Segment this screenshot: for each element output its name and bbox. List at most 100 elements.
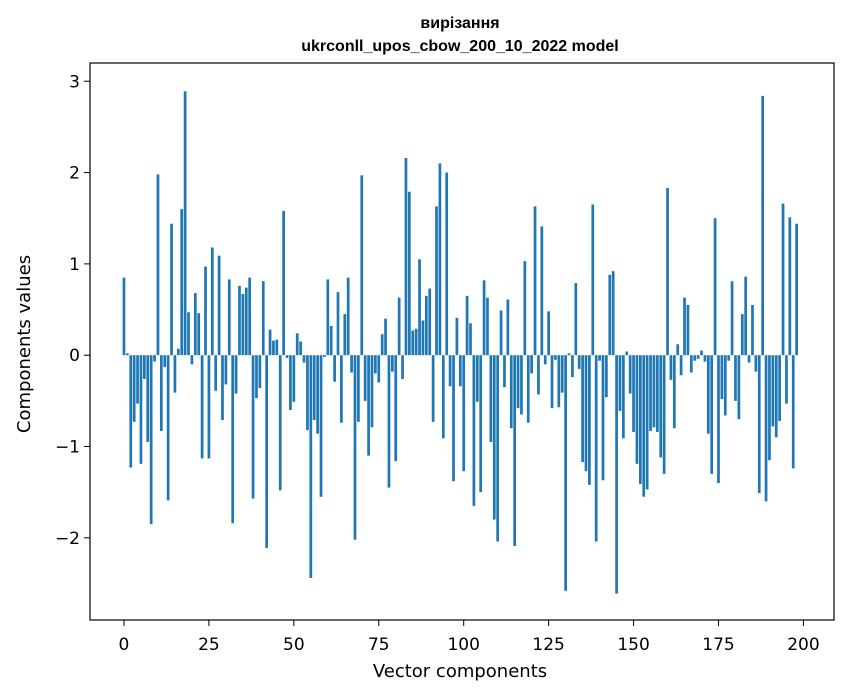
bar <box>251 355 255 499</box>
bar <box>231 355 235 524</box>
bar <box>764 355 768 502</box>
bar <box>431 355 435 422</box>
bar <box>309 355 313 578</box>
bar <box>696 355 700 359</box>
bars-layer <box>122 91 798 594</box>
bar <box>645 355 649 490</box>
bar <box>751 304 754 356</box>
bar <box>496 355 500 542</box>
bar <box>747 355 751 363</box>
bar <box>319 355 323 497</box>
x-tick-label: 125 <box>532 635 564 655</box>
bar <box>200 355 204 459</box>
bar <box>367 355 370 456</box>
bar <box>394 355 398 462</box>
bar <box>469 323 472 356</box>
bar <box>577 355 581 369</box>
bar <box>143 355 146 379</box>
bar <box>533 206 537 356</box>
bar <box>363 355 367 401</box>
bar <box>727 355 731 361</box>
bar <box>686 304 690 356</box>
bar <box>180 209 184 356</box>
bar <box>520 355 523 415</box>
bar <box>683 297 686 356</box>
bar <box>221 355 224 421</box>
bar <box>248 277 252 356</box>
bar <box>492 355 496 520</box>
bar <box>706 355 710 434</box>
bar <box>272 340 275 356</box>
bar <box>258 355 262 389</box>
bar <box>207 355 211 459</box>
x-tick-label: 50 <box>283 635 305 655</box>
y-tick-label: 2 <box>69 164 80 184</box>
bar <box>526 355 530 423</box>
bar <box>615 355 618 594</box>
bar <box>723 355 727 416</box>
bar <box>509 355 513 429</box>
bar <box>516 355 520 409</box>
bar <box>479 355 483 493</box>
bar <box>581 355 584 463</box>
bar <box>176 348 180 356</box>
bar <box>326 279 330 356</box>
bar <box>693 355 697 361</box>
bar <box>465 295 469 356</box>
bar <box>187 312 190 356</box>
bar <box>323 355 326 358</box>
bar <box>791 355 795 469</box>
bar <box>336 292 340 356</box>
bar <box>540 226 544 356</box>
y-tick-label: −2 <box>55 529 80 549</box>
bar <box>126 353 129 356</box>
bar <box>795 223 798 356</box>
bar <box>214 355 218 391</box>
bar <box>312 355 316 421</box>
bar <box>435 206 438 356</box>
bar <box>132 355 136 422</box>
bar <box>601 355 605 481</box>
bar <box>404 157 408 356</box>
bar <box>703 355 707 362</box>
bar <box>265 355 269 548</box>
bar <box>343 314 347 356</box>
bar <box>387 355 391 488</box>
bar <box>292 355 296 402</box>
bar <box>374 355 377 374</box>
bar <box>605 355 608 398</box>
bar <box>642 355 646 497</box>
bar <box>346 277 350 356</box>
bar <box>530 355 533 374</box>
bar <box>153 355 156 362</box>
bar <box>210 247 214 356</box>
bar <box>261 281 265 356</box>
bar <box>689 355 693 373</box>
bar <box>448 355 452 387</box>
bar <box>632 355 635 432</box>
bar <box>778 355 781 421</box>
bar <box>275 339 279 356</box>
bar <box>360 175 364 356</box>
bar <box>445 172 449 356</box>
y-tick-label: −1 <box>55 438 80 458</box>
bar <box>299 341 302 356</box>
x-tick-label: 175 <box>702 635 734 655</box>
bar <box>136 355 139 404</box>
y-axis-label: Components values <box>14 255 35 433</box>
bar <box>380 334 384 356</box>
bar <box>679 355 683 376</box>
bar <box>622 355 625 439</box>
bar <box>428 288 432 356</box>
bar <box>146 355 150 442</box>
x-tick-label: 75 <box>368 635 390 655</box>
bar <box>295 333 299 356</box>
bar <box>455 317 459 356</box>
bar <box>781 203 785 356</box>
bar <box>129 355 133 468</box>
x-tick-label: 0 <box>119 635 130 655</box>
bar <box>384 318 387 356</box>
bar <box>268 329 272 356</box>
bar <box>282 210 285 356</box>
